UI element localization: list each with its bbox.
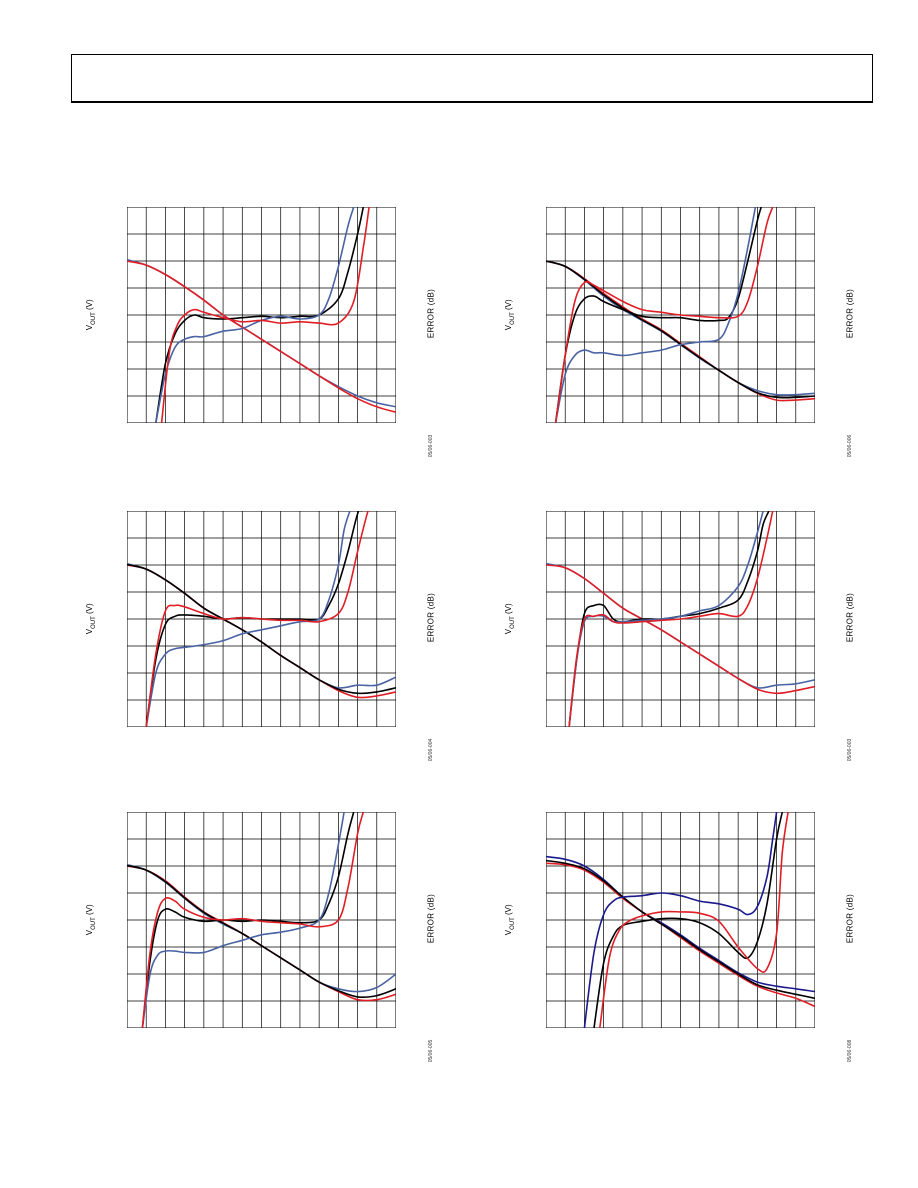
series-line-err-black [593,812,784,1028]
y-axis-label-error: ERROR (dB) [426,893,436,944]
series-line-err-blue [155,207,355,423]
series-line-err-red [599,812,789,1028]
series-line-vout-black [127,563,396,695]
series-line-err-red [145,511,370,727]
y-axis-label-vout: VOUT (V) [504,299,516,331]
y-axis-label-error: ERROR (dB) [845,288,855,339]
figure-id: 05/06-006 [847,434,853,458]
y-axis-label-error: ERROR (dB) [845,893,855,944]
chart-plot-area [546,207,815,423]
chart-plot-area [127,207,396,423]
y-axis-label-error: ERROR (dB) [845,592,855,643]
series-line-err-red [568,511,774,727]
y-axis-label-vout: VOUT (V) [504,904,516,936]
series-line-vout-navy [546,855,815,993]
figure-id: 05/06-003 [847,738,853,762]
series-line-vout-red [546,862,815,1008]
figure-id: 05/06-003 [428,434,434,458]
series-line-vout-red [546,564,815,695]
y-axis-label-vout: VOUT (V) [85,904,97,936]
y-axis-label-vout: VOUT (V) [85,299,97,331]
figure-id: 05/06-004 [428,738,434,762]
series-line-err-black [141,812,355,1028]
y-axis-label-error: ERROR (dB) [426,592,436,643]
series-line-err-blue [568,511,764,727]
y-axis-label-vout: VOUT (V) [504,603,516,635]
series-line-vout-red [127,260,396,413]
figure-id: 05/06-005 [428,1039,434,1063]
chart-plot-area [546,511,815,727]
series-line-err-black [155,207,365,423]
series-line-err-blue [554,207,757,423]
series-line-err-navy [583,812,778,1028]
y-axis-label-vout: VOUT (V) [85,603,97,635]
series-line-vout-black [546,859,815,1000]
chart-plot-area [127,511,396,727]
y-axis-label-error: ERROR (dB) [426,288,436,339]
figure-id: 05/06-008 [847,1039,853,1063]
series-line-err-blue [145,511,351,727]
series-line-err-blue [141,812,345,1028]
page-header-box [71,54,873,103]
series-line-err-black [554,207,762,423]
chart-plot-area [546,812,815,1028]
series-line-err-red [160,207,370,423]
series-line-err-red [554,207,774,423]
series-line-vout-black [127,864,396,999]
series-line-err-red [141,812,365,1028]
chart-plot-area [127,812,396,1028]
